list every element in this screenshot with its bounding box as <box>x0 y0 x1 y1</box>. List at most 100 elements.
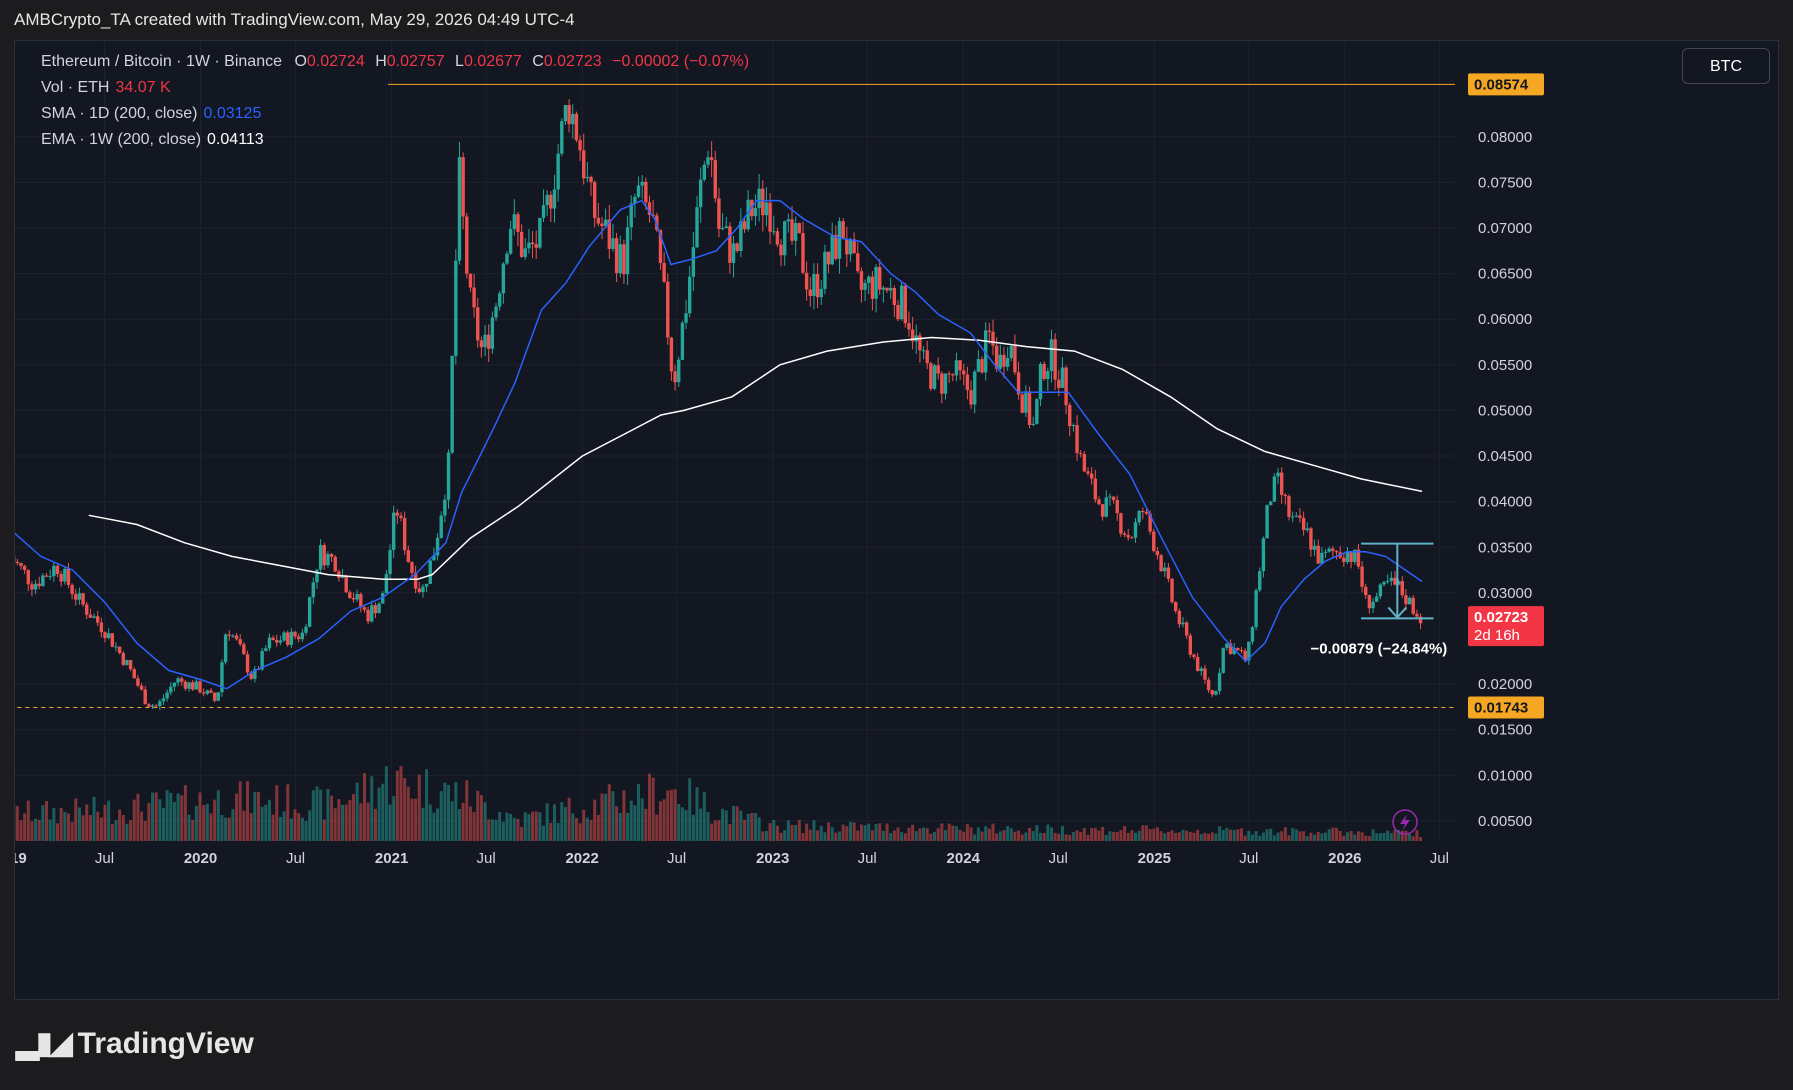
candle-body[interactable] <box>589 176 593 183</box>
candle-body[interactable] <box>1184 622 1189 636</box>
candle-body[interactable] <box>976 359 981 372</box>
candle-body[interactable] <box>837 221 842 259</box>
candle-body[interactable] <box>1192 654 1196 658</box>
candle-body[interactable] <box>1104 497 1108 517</box>
candle-body[interactable] <box>611 238 615 249</box>
candle-body[interactable] <box>786 219 791 222</box>
candle-body[interactable] <box>991 331 995 346</box>
candle-body[interactable] <box>154 705 158 707</box>
candle-body[interactable] <box>1298 515 1302 518</box>
candle-body[interactable] <box>1411 597 1415 614</box>
candle-body[interactable] <box>1177 611 1182 625</box>
candle-body[interactable] <box>19 563 23 566</box>
candle-body[interactable] <box>1042 363 1046 379</box>
candle-body[interactable] <box>318 545 323 570</box>
candle-body[interactable] <box>63 568 67 582</box>
candle-body[interactable] <box>1174 602 1178 612</box>
candle-body[interactable] <box>954 360 959 376</box>
candle-body[interactable] <box>209 690 213 693</box>
candle-body[interactable] <box>702 164 707 180</box>
candle-body[interactable] <box>907 323 911 330</box>
candle-body[interactable] <box>74 594 78 600</box>
price-chart[interactable]: 0.08574 0.01743 0.00500 0.01000 0.01500 0.020… <box>15 41 1778 999</box>
candle-body[interactable] <box>757 188 761 209</box>
candle-body[interactable] <box>399 515 403 519</box>
candle-body[interactable] <box>468 273 473 288</box>
candle-body[interactable] <box>1068 405 1072 426</box>
candle-body[interactable] <box>987 330 992 332</box>
candle-body[interactable] <box>1283 494 1288 497</box>
candle-body[interactable] <box>55 565 60 574</box>
candle-body[interactable] <box>501 263 506 294</box>
candle-body[interactable] <box>633 196 637 204</box>
candle-body[interactable] <box>172 682 177 687</box>
candle-body[interactable] <box>99 622 104 633</box>
candle-body[interactable] <box>194 681 199 690</box>
candle-body[interactable] <box>1119 513 1123 534</box>
candle-body[interactable] <box>713 160 717 199</box>
candle-body[interactable] <box>1046 370 1050 379</box>
candle-body[interactable] <box>1418 616 1423 624</box>
candle-body[interactable] <box>1188 635 1193 655</box>
candle-body[interactable] <box>33 583 38 590</box>
candle-body[interactable] <box>1236 648 1240 651</box>
candle-body[interactable] <box>1016 372 1021 395</box>
candle-body[interactable] <box>413 572 418 589</box>
candle-body[interactable] <box>1221 647 1225 673</box>
candle-body[interactable] <box>1389 577 1394 581</box>
candle-body[interactable] <box>1287 496 1291 517</box>
candle-body[interactable] <box>1181 622 1185 625</box>
candle-body[interactable] <box>439 515 443 538</box>
candle-body[interactable] <box>216 692 220 701</box>
candle-body[interactable] <box>117 646 122 653</box>
candle-body[interactable] <box>801 233 805 273</box>
candle-body[interactable] <box>1334 550 1339 553</box>
candle-body[interactable] <box>150 705 155 707</box>
legend-symbol[interactable]: Ethereum / Bitcoin · 1W · Binance <box>41 53 282 70</box>
candle-body[interactable] <box>1064 367 1068 406</box>
candle-body[interactable] <box>739 221 743 252</box>
candle-body[interactable] <box>1290 516 1295 518</box>
candle-body[interactable] <box>541 205 546 218</box>
candle-body[interactable] <box>245 654 250 673</box>
candle-body[interactable] <box>1232 648 1236 655</box>
candle-body[interactable] <box>355 593 359 600</box>
candle-body[interactable] <box>121 652 125 665</box>
candle-body[interactable] <box>264 648 268 651</box>
legend-volume-row[interactable]: Vol · ETH 34.07 K <box>41 79 171 97</box>
candle-body[interactable] <box>271 637 275 640</box>
candle-body[interactable] <box>110 633 115 647</box>
candle-body[interactable] <box>410 562 414 573</box>
candle-body[interactable] <box>779 244 783 256</box>
candle-body[interactable] <box>1005 358 1010 367</box>
candle-body[interactable] <box>147 704 151 707</box>
candle-body[interactable] <box>1111 496 1116 500</box>
candle-body[interactable] <box>1265 505 1269 539</box>
candle-body[interactable] <box>1115 499 1119 514</box>
candle-body[interactable] <box>351 598 356 600</box>
candle-body[interactable] <box>136 678 140 686</box>
candle-body[interactable] <box>1038 363 1043 400</box>
candle-body[interactable] <box>395 512 400 516</box>
candle-body[interactable] <box>1082 453 1087 472</box>
candle-body[interactable] <box>1225 643 1229 648</box>
candle-body[interactable] <box>333 556 337 572</box>
candle-body[interactable] <box>1078 453 1083 455</box>
candle-body[interactable] <box>362 607 367 610</box>
candle-body[interactable] <box>1243 650 1247 661</box>
candle-body[interactable] <box>629 203 633 228</box>
candle-body[interactable] <box>1155 551 1160 556</box>
candle-body[interactable] <box>48 576 52 578</box>
candle-body[interactable] <box>1400 581 1404 596</box>
candle-body[interactable] <box>508 229 513 254</box>
candle-body[interactable] <box>965 374 970 391</box>
candle-body[interactable] <box>1276 472 1280 477</box>
candle-body[interactable] <box>951 374 955 376</box>
candle-body[interactable] <box>1163 567 1167 572</box>
candle-body[interactable] <box>183 681 188 689</box>
candle-body[interactable] <box>388 549 392 575</box>
candle-body[interactable] <box>465 216 469 274</box>
candle-body[interactable] <box>1002 354 1006 367</box>
candle-body[interactable] <box>198 681 202 693</box>
candle-body[interactable] <box>841 221 845 240</box>
